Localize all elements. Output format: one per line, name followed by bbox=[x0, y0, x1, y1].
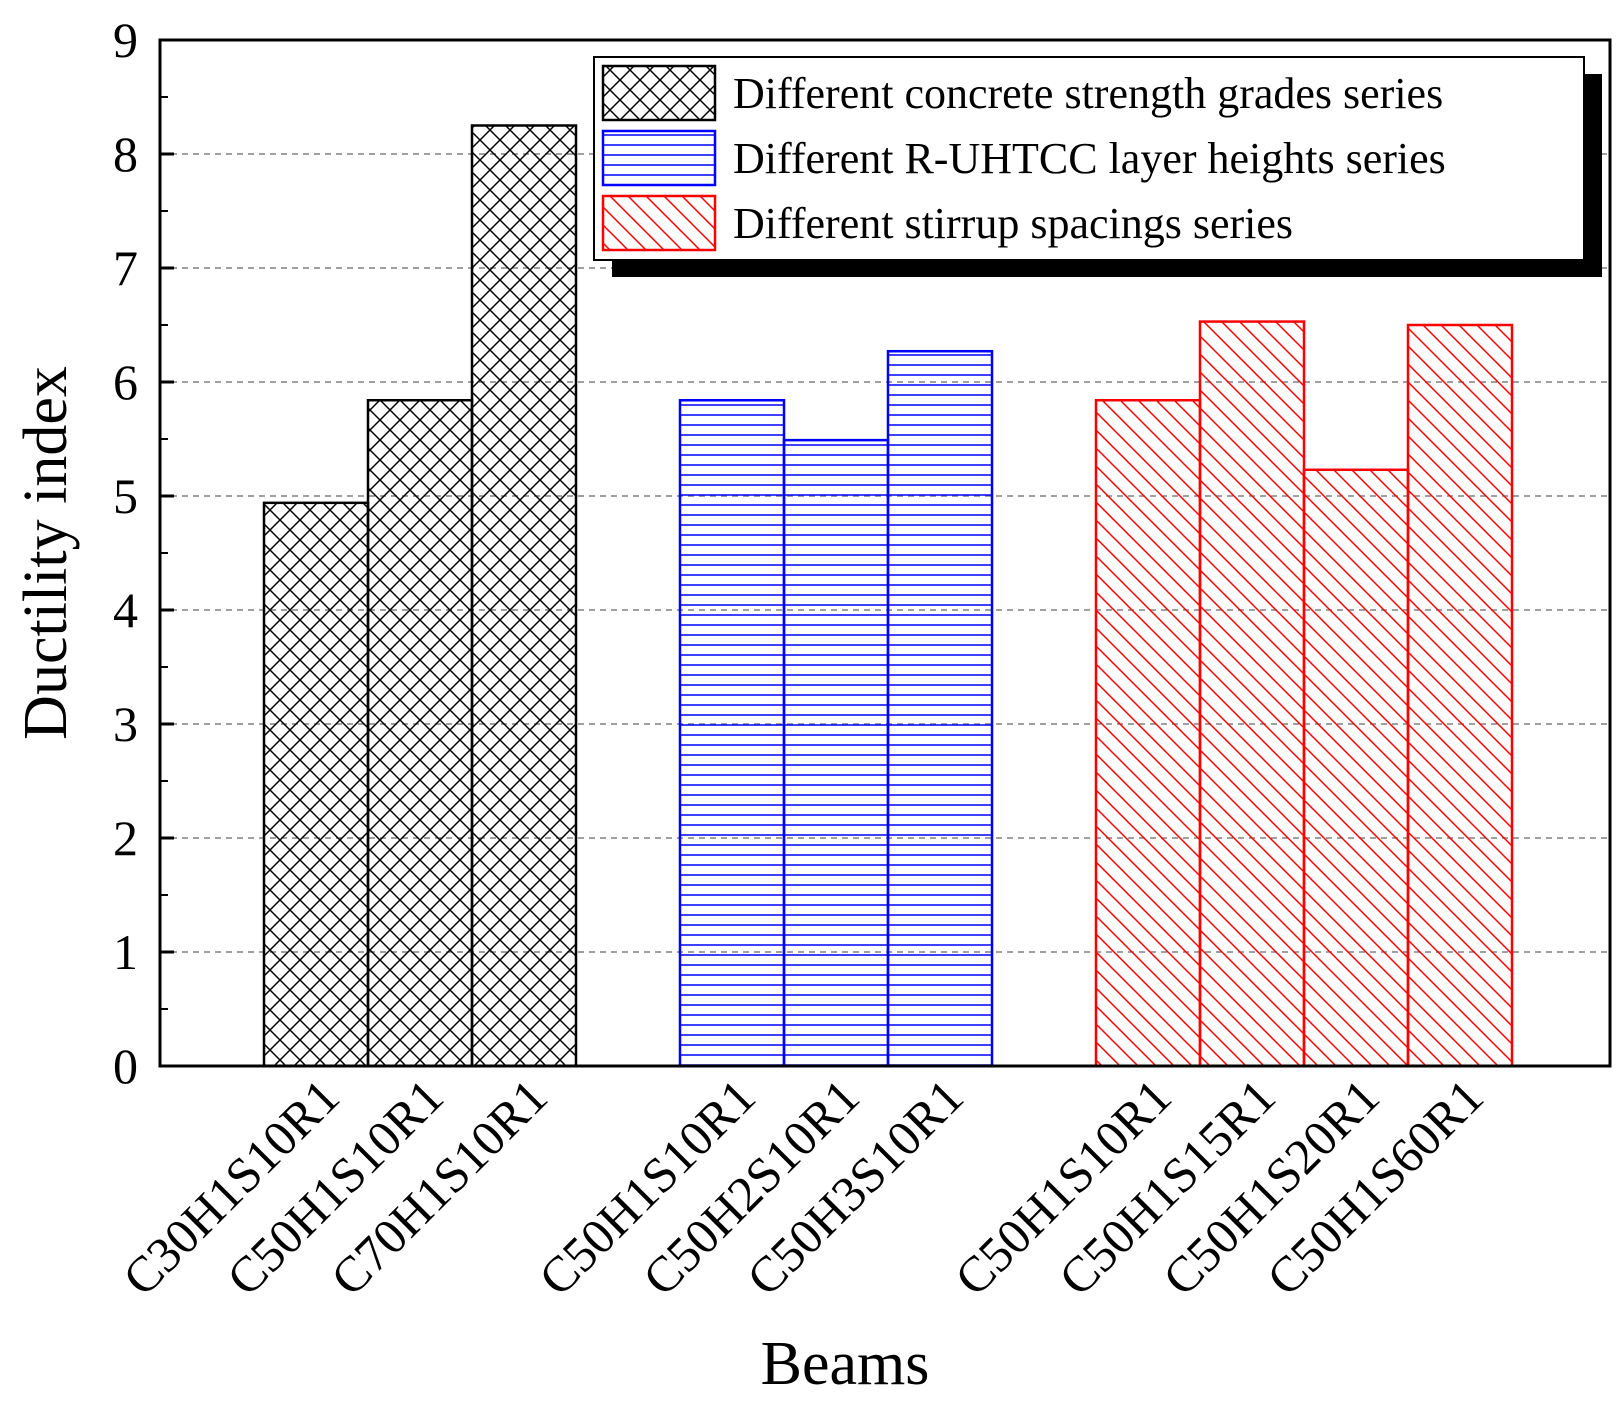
x-axis-title: Beams bbox=[761, 1330, 930, 1398]
legend-swatch bbox=[601, 194, 717, 252]
legend-label: Different stirrup spacings series bbox=[733, 199, 1293, 248]
y-axis-ticks: 0 1 2 3 4 5 6 7 8 9 bbox=[113, 12, 174, 1094]
bar bbox=[886, 349, 994, 1068]
y-tick-label: 2 bbox=[113, 810, 138, 866]
y-tick-label: 6 bbox=[113, 354, 138, 410]
bar bbox=[678, 398, 786, 1068]
y-tick-label: 7 bbox=[113, 240, 138, 296]
legend-swatch bbox=[601, 64, 717, 122]
y-tick-label: 9 bbox=[113, 12, 138, 68]
x-axis-category-labels: C30H1S10R1C50H1S10R1C70H1S10R1C50H1S10R1… bbox=[112, 1068, 1494, 1306]
bar bbox=[1302, 468, 1410, 1068]
y-axis-title: Ductility index bbox=[12, 366, 80, 740]
legend-swatch bbox=[601, 129, 717, 187]
bar bbox=[782, 438, 890, 1068]
y-tick-label: 0 bbox=[113, 1038, 138, 1094]
legend-label: Different concrete strength grades serie… bbox=[733, 69, 1443, 118]
bars bbox=[262, 124, 1514, 1068]
bar bbox=[366, 398, 474, 1068]
y-tick-label: 1 bbox=[113, 924, 138, 980]
y-tick-label: 3 bbox=[113, 696, 138, 752]
legend-box bbox=[593, 56, 1585, 261]
legend: Different concrete strength grades serie… bbox=[593, 56, 1602, 277]
y-tick-label: 5 bbox=[113, 468, 138, 524]
legend-label: Different R-UHTCC layer heights series bbox=[733, 134, 1446, 183]
bar bbox=[1198, 320, 1306, 1068]
bar bbox=[1094, 398, 1202, 1068]
bar bbox=[1406, 323, 1514, 1068]
bar bbox=[470, 124, 578, 1068]
y-tick-label: 4 bbox=[113, 582, 138, 638]
bar bbox=[262, 501, 370, 1068]
y-tick-label: 8 bbox=[113, 126, 138, 182]
plot-frame bbox=[158, 38, 1612, 1068]
